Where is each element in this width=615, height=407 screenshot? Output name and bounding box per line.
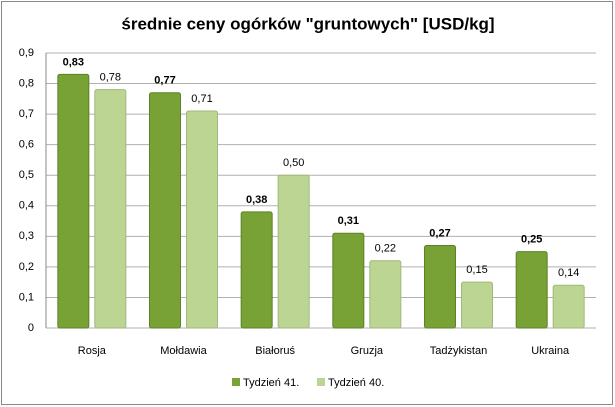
data-label: 0,77 <box>154 75 175 87</box>
bar <box>515 251 548 329</box>
data-label: 0,31 <box>338 215 359 227</box>
x-tick-label: Ukraina <box>531 345 570 357</box>
data-label: 0,27 <box>429 227 450 239</box>
x-tick-label: Białoruś <box>255 345 295 357</box>
bar <box>424 245 456 329</box>
bar <box>186 110 218 329</box>
bar <box>57 73 90 329</box>
data-label: 0,22 <box>375 243 396 255</box>
legend-swatch <box>317 378 325 386</box>
bar <box>149 92 181 329</box>
x-tick-label: Rosja <box>78 345 107 357</box>
y-tick-label: 0,8 <box>19 77 34 89</box>
data-label: 0,83 <box>63 56 84 68</box>
bar <box>277 174 310 329</box>
data-label: 0,25 <box>521 234 542 246</box>
data-label: 0,14 <box>558 267 579 279</box>
legend-label: Tydzień 40. <box>328 377 384 389</box>
x-tick-label: Gruzja <box>351 345 384 357</box>
y-tick-label: 0,5 <box>19 169 34 181</box>
y-tick-label: 0,2 <box>19 261 34 273</box>
bar <box>369 260 402 329</box>
y-tick-label: 0,3 <box>19 230 34 242</box>
bar <box>332 232 365 329</box>
bar <box>461 281 493 329</box>
y-tick-label: 0,4 <box>19 200 34 212</box>
data-label: 0,71 <box>191 93 212 105</box>
bar <box>240 211 273 329</box>
y-tick-label: 0 <box>28 322 34 334</box>
chart-title: średnie ceny ogórków "gruntowych" [USD/k… <box>121 14 494 33</box>
data-label: 0,38 <box>246 194 267 206</box>
y-tick-label: 0,6 <box>19 139 34 151</box>
x-tick-label: Tadżykistan <box>430 345 487 357</box>
x-tick-label: Mołdawia <box>160 345 207 357</box>
y-tick-label: 0,7 <box>19 108 34 120</box>
legend-swatch <box>232 378 240 386</box>
legend-label: Tydzień 41. <box>243 377 299 389</box>
bar <box>552 284 585 329</box>
data-label: 0,78 <box>100 72 121 84</box>
bar <box>94 89 127 329</box>
y-tick-label: 0,1 <box>19 291 34 303</box>
data-label: 0,50 <box>283 157 304 169</box>
data-label: 0,15 <box>466 264 487 276</box>
y-tick-label: 0,9 <box>19 47 34 59</box>
